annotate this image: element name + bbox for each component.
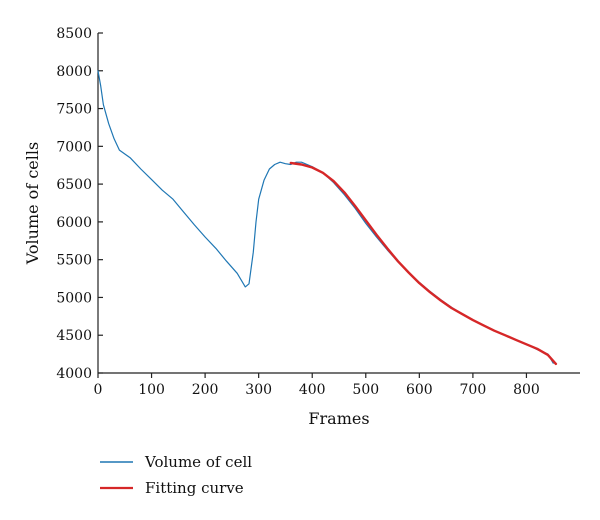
- x-tick-label: 800: [513, 382, 540, 398]
- x-tick-label: 400: [299, 382, 326, 398]
- y-tick-label: 6000: [56, 215, 92, 231]
- x-ticks: 0 100 200 300 400 500 600 700 800: [94, 373, 540, 398]
- x-tick-label: 0: [94, 382, 103, 398]
- x-tick-label: 200: [192, 382, 219, 398]
- legend-label-fitting-curve: Fitting curve: [145, 479, 244, 497]
- y-tick-label: 5500: [56, 253, 92, 269]
- legend-label-volume-of-cell: Volume of cell: [144, 453, 252, 471]
- x-tick-label: 500: [352, 382, 379, 398]
- series-layer: [97, 70, 558, 366]
- y-tick-label: 7500: [56, 102, 92, 118]
- legend: Volume of cell Fitting curve: [100, 453, 252, 497]
- x-tick-label: 100: [138, 382, 165, 398]
- series-line-volume-of-cell: [97, 70, 554, 364]
- y-tick-label: 7000: [56, 139, 92, 155]
- y-tick-label: 6500: [56, 177, 92, 193]
- y-axis-title: Volume of cells: [23, 142, 42, 265]
- y-tick-label: 4000: [56, 366, 92, 382]
- x-tick-label: 300: [245, 382, 272, 398]
- y-ticks: 4000 4500 5000 5500 6000 6500 7000 7500 8000 8500: [56, 26, 103, 382]
- x-axis-title: Frames: [308, 409, 369, 428]
- y-tick-label: 8000: [56, 64, 92, 80]
- y-tick-label: 5000: [56, 290, 92, 306]
- x-tick-label: 600: [406, 382, 433, 398]
- series-line-fitting-curve: [289, 161, 558, 366]
- y-tick-label: 8500: [56, 26, 92, 42]
- axes: [97, 33, 580, 374]
- y-tick-label: 4500: [56, 328, 92, 344]
- x-tick-label: 700: [460, 382, 487, 398]
